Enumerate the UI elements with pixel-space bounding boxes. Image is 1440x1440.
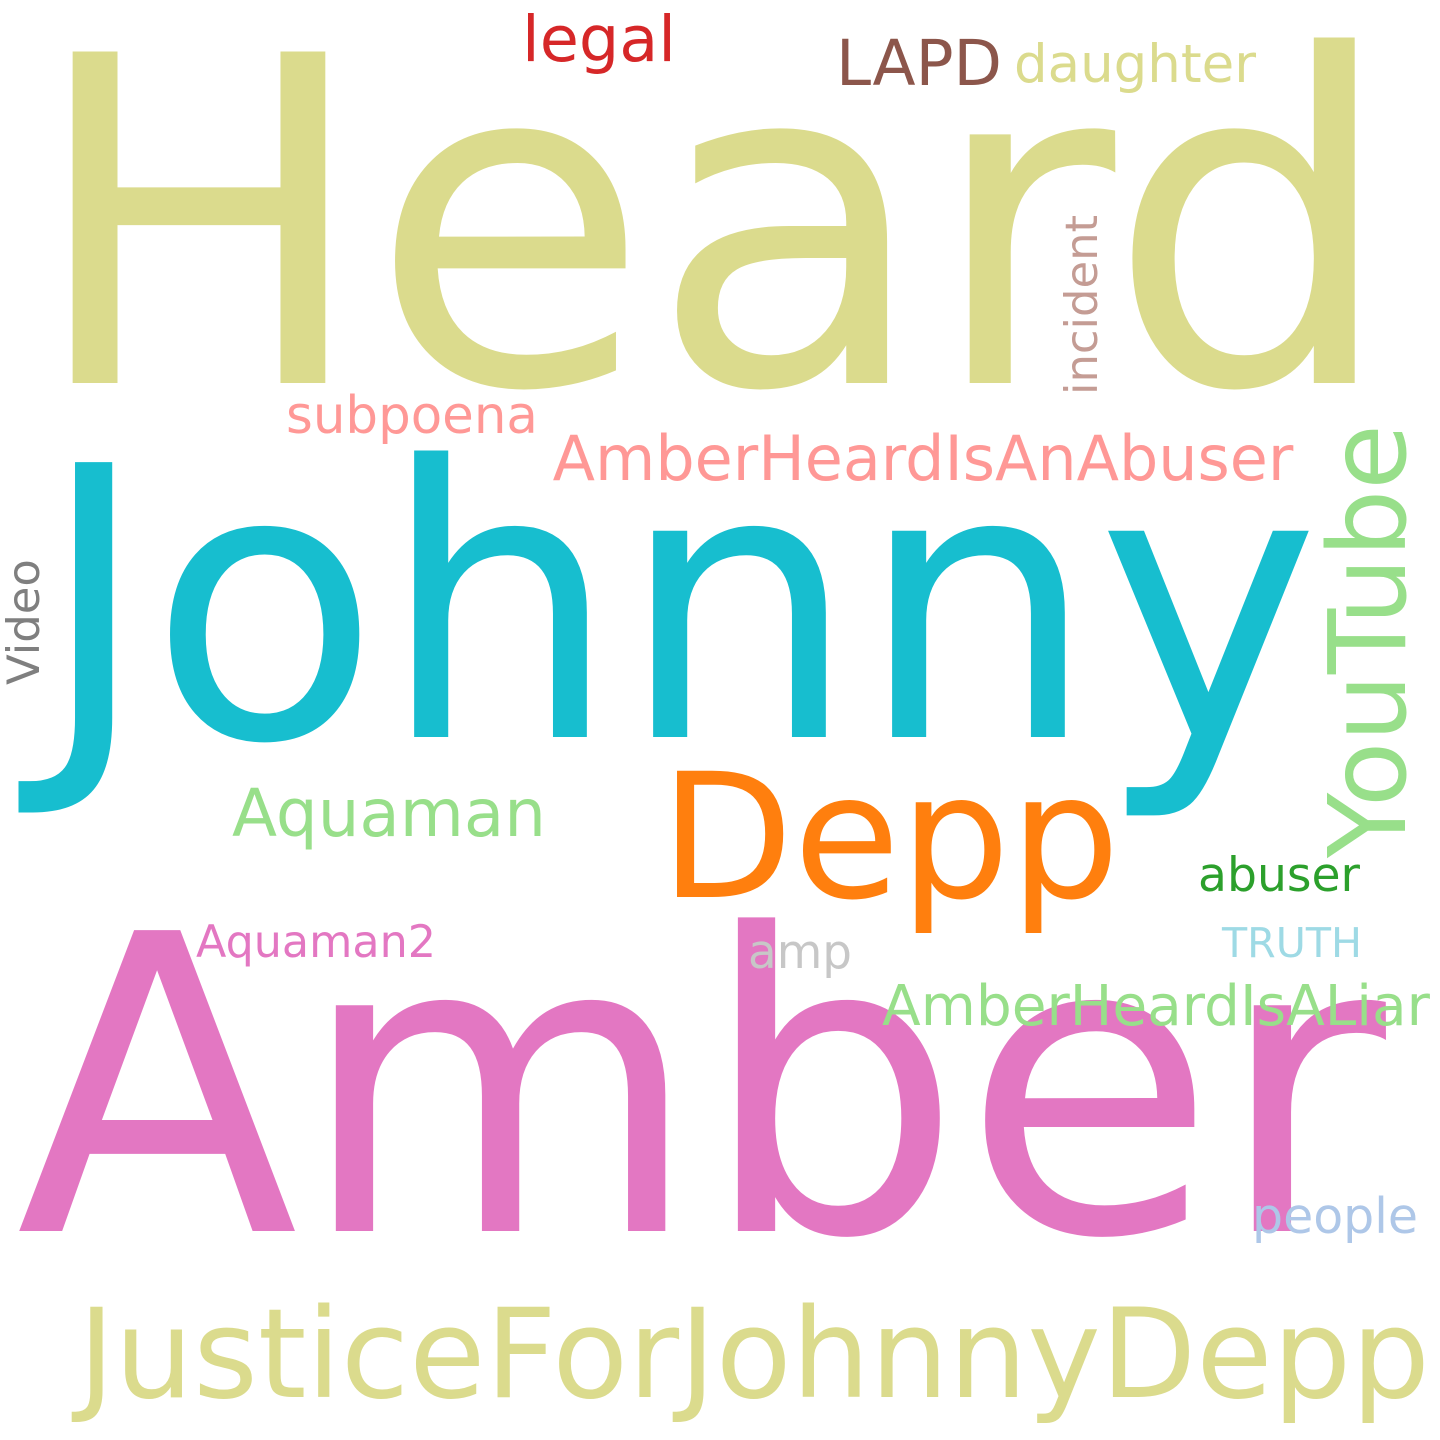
word-liar-tag: AmberHeardIsALiar	[882, 973, 1430, 1039]
word-truth: TRUTH	[1222, 919, 1362, 967]
word-lapd: LAPD	[836, 26, 1002, 100]
word-heard: Heard	[28, 0, 1396, 491]
word-johnny: Johnny	[38, 386, 1320, 826]
word-amber: Amber	[16, 849, 1386, 1329]
word-youtube: YouTube	[1307, 424, 1431, 858]
word-depp: Depp	[660, 736, 1120, 938]
word-amp: amp	[748, 926, 852, 980]
word-subpoena: subpoena	[286, 386, 538, 446]
word-aquaman2: Aquaman2	[196, 916, 436, 968]
word-aquaman: Aquaman	[232, 774, 546, 852]
word-justicefor: JusticeForJohnnyDepp	[78, 1283, 1430, 1427]
word-daughter: daughter	[1014, 33, 1256, 95]
word-legal: legal	[522, 3, 676, 77]
word-abuser: abuser	[1198, 847, 1360, 903]
word-abuser-tag: AmberHeardIsAnAbuser	[552, 423, 1294, 495]
word-incident: incident	[1054, 214, 1108, 396]
word-people: people	[1252, 1187, 1418, 1245]
word-video: Video	[0, 559, 50, 685]
